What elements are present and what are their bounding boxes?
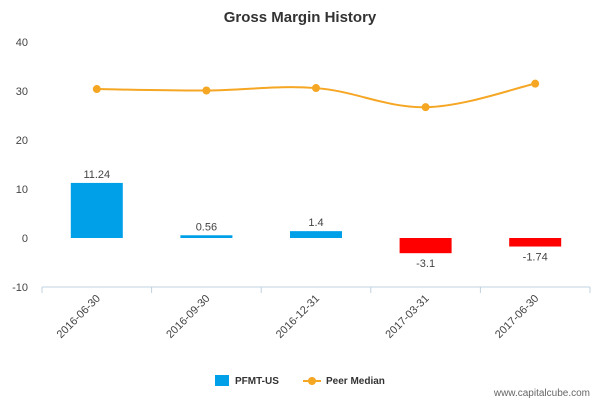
- bar-data-label: -1.74: [523, 252, 548, 264]
- x-tick-label: 2016-12-31: [274, 293, 322, 341]
- bar: [399, 238, 452, 254]
- y-tick-label: -10: [12, 282, 28, 294]
- bar-data-label: -3.1: [416, 258, 435, 270]
- peer-median-point: [92, 85, 101, 94]
- data-labels: 11.24 0.56 1.4 -3.1 -1.74: [83, 169, 547, 270]
- legend: PFMT-US Peer Median: [215, 375, 385, 387]
- peer-median-point: [312, 84, 320, 93]
- x-tick-label: 2017-03-31: [383, 293, 431, 341]
- legend-label-pfmt-us: PFMT-US: [235, 376, 279, 387]
- y-tick-label: 0: [22, 233, 28, 245]
- y-tick-label: 40: [16, 37, 28, 49]
- bar: [180, 235, 233, 238]
- legend-swatch-pfmt-us: [215, 375, 229, 386]
- legend-label-peer-median: Peer Median: [326, 376, 385, 387]
- peer-median-point: [531, 79, 540, 88]
- chart-title: Gross Margin History: [224, 9, 377, 26]
- y-tick-label: 30: [16, 86, 28, 98]
- x-tick-label: 2016-06-30: [55, 293, 103, 341]
- x-tick-label: 2016-09-30: [164, 293, 212, 341]
- x-tick-label: 2017-06-30: [493, 293, 541, 341]
- bar: [70, 182, 123, 238]
- bar-data-label: 11.24: [83, 169, 110, 181]
- bar: [290, 231, 342, 238]
- legend-marker-peer-median: [308, 377, 316, 385]
- peer-median-point: [202, 86, 211, 95]
- bar-data-label: 1.4: [308, 217, 323, 229]
- y-tick-label: 10: [16, 184, 28, 196]
- watermark: www.capitalcube.com: [493, 388, 590, 399]
- bar-data-label: 0.56: [196, 221, 217, 233]
- line-series: [92, 79, 540, 112]
- bar: [509, 238, 562, 247]
- bar-series: [70, 182, 562, 254]
- peer-median-point: [421, 103, 430, 112]
- y-tick-label: 20: [16, 135, 28, 147]
